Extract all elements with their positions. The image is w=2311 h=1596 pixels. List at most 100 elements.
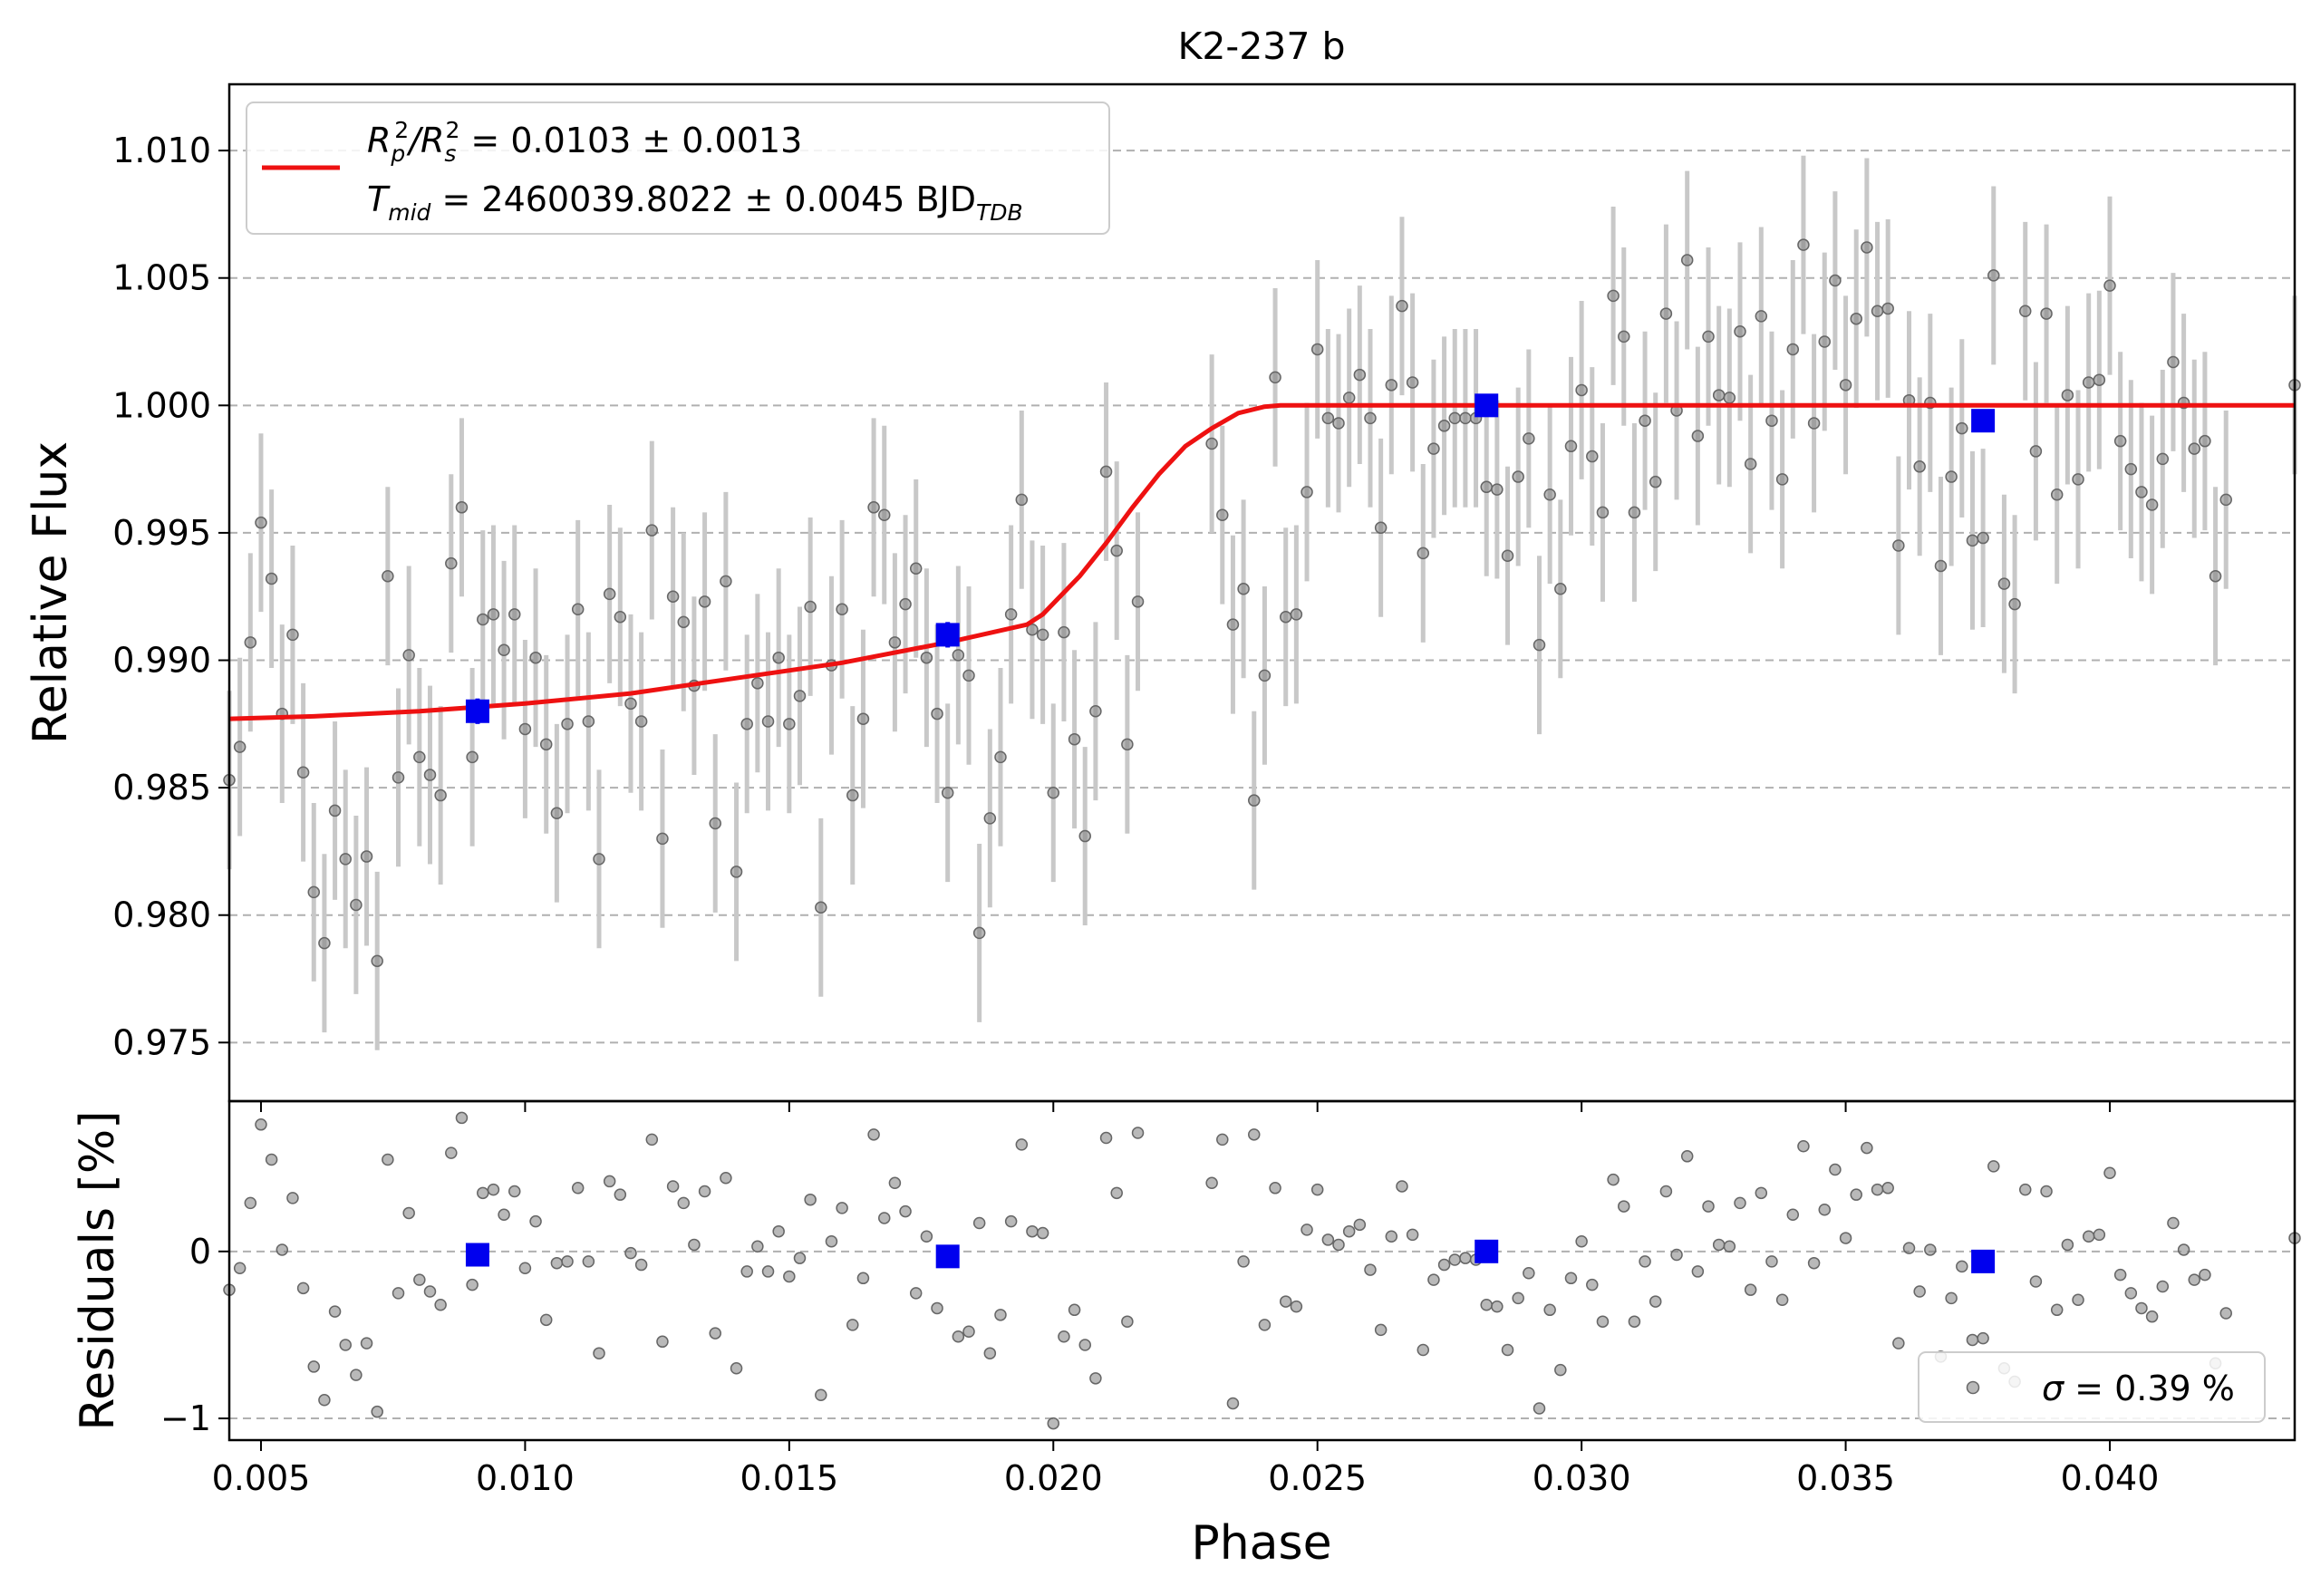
data-point-75 — [1015, 493, 1029, 507]
data-point-69 — [952, 649, 965, 662]
data-point-169 — [2072, 473, 2084, 486]
data-point-26 — [498, 643, 510, 657]
residual-point-183 — [2219, 1307, 2232, 1320]
residual-point-131 — [1670, 1248, 1683, 1262]
residual-point-100 — [1342, 1224, 1356, 1238]
data-point-176 — [2145, 498, 2159, 511]
xtick-label-7: 0.040 — [2061, 1458, 2160, 1498]
residual-point-134 — [1702, 1200, 1715, 1213]
residual-point-26 — [498, 1208, 510, 1222]
residual-point-42 — [666, 1180, 680, 1193]
data-point-110 — [1448, 411, 1461, 425]
residual-point-159 — [1966, 1333, 1979, 1347]
data-point-144 — [1807, 417, 1821, 430]
data-point-145 — [1818, 335, 1832, 348]
residual-point-179 — [2177, 1243, 2190, 1256]
residual-point-46 — [709, 1327, 721, 1340]
residual-point-11 — [339, 1339, 352, 1351]
data-point-56 — [815, 901, 827, 914]
data-point-159 — [1966, 534, 1979, 547]
legend-residual-swatch — [1966, 1380, 1980, 1395]
binned-point-2 — [1475, 393, 1499, 418]
residual-point-130 — [1659, 1185, 1673, 1198]
residual-point-119 — [1543, 1303, 1556, 1317]
residual-point-38 — [624, 1246, 637, 1260]
data-point-118 — [1533, 638, 1546, 652]
residual-point-106 — [1406, 1228, 1419, 1242]
bottom-axes-frame — [227, 1099, 2296, 1442]
data-point-13 — [360, 850, 373, 863]
residual-point-19 — [423, 1285, 437, 1298]
bottom-ytick-label-0: −1 — [160, 1398, 211, 1438]
residual-point-118 — [1533, 1402, 1546, 1415]
data-point-88 — [1216, 508, 1229, 521]
residual-point-7 — [296, 1282, 310, 1295]
residual-point-94 — [1279, 1295, 1292, 1308]
data-point-65 — [909, 562, 923, 576]
data-point-142 — [1786, 343, 1800, 356]
data-point-132 — [1680, 254, 1694, 266]
residual-point-110 — [1448, 1253, 1461, 1266]
data-point-158 — [1956, 421, 1968, 435]
residual-point-105 — [1396, 1180, 1408, 1193]
xtick-label-1: 0.010 — [476, 1458, 575, 1498]
data-point-183 — [2219, 493, 2232, 507]
data-point-135 — [1712, 389, 1726, 401]
residual-point-69 — [952, 1330, 965, 1343]
data-point-86 — [1131, 595, 1145, 608]
data-point-35 — [593, 853, 605, 866]
top-legend: Rp2/Rs2 = 0.0103 ± 0.0013 Tmid = 2460039… — [246, 102, 1110, 235]
residual-point-174 — [2124, 1287, 2138, 1300]
residual-point-181 — [2199, 1268, 2211, 1282]
residual-point-37 — [614, 1188, 627, 1201]
residual-point-117 — [1523, 1267, 1535, 1280]
xtick-label-3: 0.020 — [1004, 1458, 1103, 1498]
residual-point-135 — [1712, 1238, 1726, 1252]
residual-point-15 — [382, 1153, 394, 1166]
residual-point-61 — [867, 1128, 880, 1141]
xtick-label-0: 0.005 — [212, 1458, 311, 1498]
residual-point-52 — [772, 1224, 785, 1238]
residual-point-12 — [350, 1369, 363, 1381]
data-point-117 — [1523, 432, 1535, 445]
residual-point-120 — [1554, 1363, 1567, 1377]
data-point-97 — [1310, 343, 1324, 356]
residual-point-136 — [1723, 1240, 1736, 1253]
data-point-107 — [1417, 547, 1430, 560]
residual-point-66 — [920, 1230, 933, 1243]
data-point-82 — [1089, 705, 1102, 718]
residual-point-72 — [983, 1347, 997, 1359]
residual-point-158 — [1956, 1260, 1968, 1273]
data-point-59 — [846, 788, 859, 802]
data-point-113 — [1480, 480, 1493, 494]
data-point-83 — [1099, 465, 1113, 479]
residual-point-92 — [1258, 1319, 1272, 1331]
residual-point-107 — [1417, 1343, 1430, 1357]
residual-point-98 — [1321, 1233, 1335, 1246]
residual-point-17 — [402, 1206, 415, 1220]
residual-point-60 — [856, 1272, 870, 1285]
x-ticks: 0.005 0.010 0.015 0.020 0.025 0.030 0.035 0.040 — [212, 1101, 2160, 1498]
residual-point-67 — [931, 1301, 943, 1315]
data-point-38 — [624, 697, 637, 711]
data-point-182 — [2209, 569, 2222, 583]
data-point-152 — [1892, 539, 1905, 552]
data-point-3 — [255, 516, 267, 529]
data-point-141 — [1775, 473, 1789, 486]
data-point-124 — [1596, 506, 1610, 519]
data-point-95 — [1290, 608, 1303, 621]
data-point-101 — [1353, 368, 1367, 382]
legend-model-line2: Tmid = 2460039.8022 ± 0.0045 BJDTDB — [367, 179, 1023, 226]
data-point-40 — [645, 524, 659, 537]
residual-point-48 — [730, 1362, 743, 1375]
residual-point-25 — [487, 1183, 500, 1196]
residual-point-177 — [2156, 1280, 2170, 1293]
residual-point-5 — [276, 1243, 289, 1256]
residual-point-169 — [2072, 1293, 2084, 1306]
residual-point-10 — [328, 1305, 342, 1318]
residual-point-56 — [815, 1388, 827, 1402]
data-point-111 — [1459, 411, 1472, 425]
top-data-points — [223, 238, 2301, 968]
top-ylabel: Relative Flux — [24, 441, 78, 744]
residual-point-125 — [1607, 1173, 1620, 1186]
